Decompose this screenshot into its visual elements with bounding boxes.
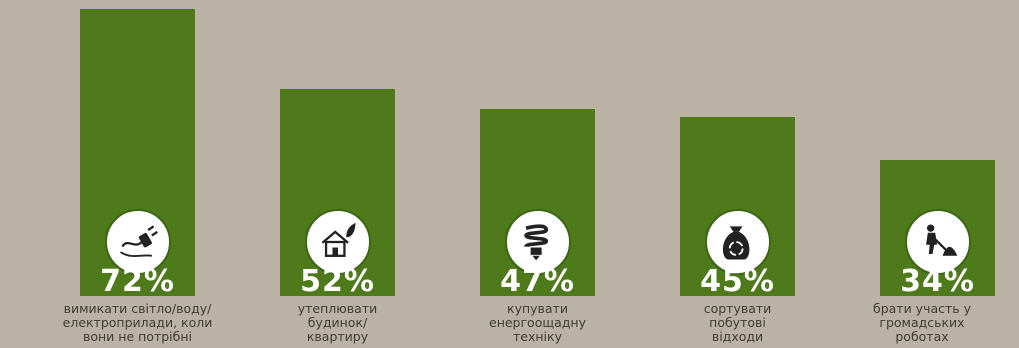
recycle-bag-icon <box>704 209 771 275</box>
shoveling-worker-icon <box>904 209 971 275</box>
data-label-1: 72% <box>100 264 175 299</box>
eco-house-icon <box>304 209 371 275</box>
energy-saving-bulb-icon <box>504 209 571 275</box>
data-label-3: 47% <box>500 264 575 299</box>
category-label-1: вимикати світло/воду/ електроприлади, ко… <box>62 301 213 344</box>
category-label-4: сортувати побутові відходи <box>703 301 772 344</box>
category-label-2: утеплювати будинок/ квартиру <box>297 301 378 344</box>
data-label-5: 34% <box>900 264 975 299</box>
data-label-4: 45% <box>700 264 775 299</box>
category-label-3: купувати енергоощадну техніку <box>489 301 586 344</box>
plug-icon <box>104 209 171 275</box>
category-label-5: брати участь у громадських роботах <box>872 301 972 344</box>
data-label-2: 52% <box>300 264 375 299</box>
